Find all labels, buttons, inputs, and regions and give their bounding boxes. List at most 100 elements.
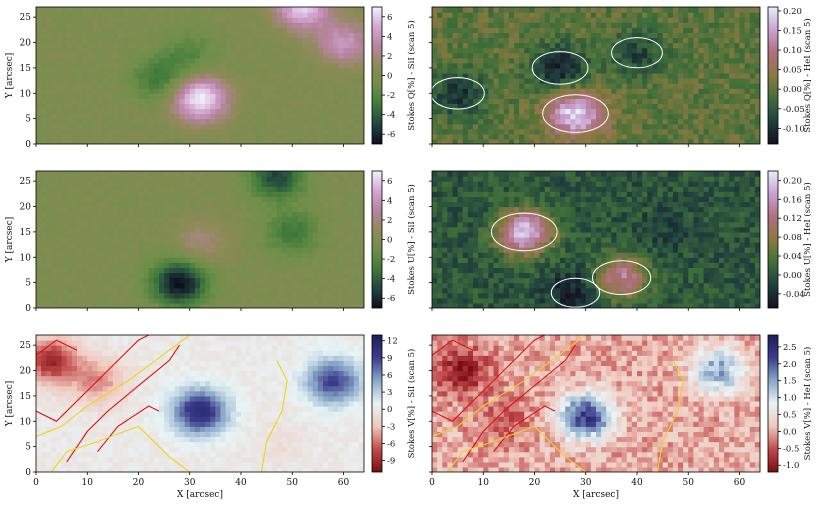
heat-cell [297,17,304,23]
heat-cell [688,133,694,140]
heat-cell [662,52,669,59]
heat-cell [189,297,196,304]
heat-cell [235,62,242,69]
heat-cell [112,103,119,110]
heat-cell [241,242,247,248]
heat-cell [194,257,201,263]
heat-cell [739,42,746,49]
heat-cell [256,98,263,104]
heat-cell [164,231,170,238]
heat-cell [616,32,623,39]
heat-cell [56,242,63,248]
heat-cell [333,103,339,110]
heat-cell [148,22,155,28]
heat-cell [46,277,52,284]
heat-cell [261,236,268,243]
heat-cell [276,201,283,208]
heat-cell [225,27,232,33]
heat-cell [276,191,283,197]
heat-cell [271,186,278,192]
heat-cell [164,282,170,289]
heat-cell [328,88,334,94]
heat-cell [626,78,633,84]
heat-cell [333,62,339,69]
heat-cell [560,37,566,44]
heat-cell [432,52,438,59]
heat-cell [662,37,669,44]
heat-cell [565,118,571,125]
heat-cell [626,83,633,89]
heat-cell [524,72,530,79]
heat-cell [575,133,582,140]
heat-cell [66,98,73,104]
heat-cell [77,62,83,69]
heat-cell [148,47,155,54]
heat-cell [271,277,278,284]
heat-cell [348,72,355,79]
heat-cell [282,226,288,233]
heat-cell [338,118,345,125]
heat-cell [271,88,278,94]
heat-cell [251,47,257,54]
heat-cell [473,83,479,89]
heat-cell [200,108,206,115]
heat-cell [61,236,68,243]
heat-cell [102,191,109,197]
heat-cell [102,247,109,253]
heat-cell [128,221,134,228]
heat-cell [616,108,623,115]
heat-cell [61,133,68,140]
heat-cell [498,113,505,120]
heat-cell [46,88,52,94]
heat-cell [307,27,314,33]
heat-cell [353,47,360,54]
heat-cell [683,62,689,69]
heat-cell [297,287,304,294]
heat-cell [580,7,587,13]
heat-cell [82,133,88,140]
heat-cell [215,186,222,192]
heat-cell [220,196,227,203]
heat-cell [307,252,314,258]
heat-cell [174,257,181,263]
heat-cell [473,78,479,84]
heat-cell [328,98,334,104]
heat-cell [107,262,114,268]
heat-cell [210,236,216,243]
heat-cell [61,206,68,213]
heat-cell [148,88,155,94]
heat-cell [437,42,443,49]
heat-cell [143,113,150,120]
heat-cell [36,257,42,263]
heat-cell [292,12,298,18]
heat-cell [41,88,47,94]
heat-cell [287,27,293,33]
heat-cell [133,287,140,294]
heat-cell [744,93,751,99]
heat-cell [97,72,104,79]
heat-cell [657,118,664,125]
heat-cell [514,27,520,33]
heat-cell [210,52,216,59]
heat-cell [271,108,278,115]
heat-cell [256,181,263,187]
heat-cell [580,67,587,74]
heat-cell [678,57,684,64]
heat-cell [611,88,618,94]
heat-cell [71,287,78,294]
heat-cell [41,231,47,238]
heat-cell [611,78,618,84]
heat-cell [241,171,247,177]
heat-cell [235,78,242,84]
heat-cell [169,103,175,110]
heat-cell [200,176,206,182]
heat-cell [235,191,242,197]
heat-cell [164,277,170,284]
heat-cell [647,88,653,94]
heat-cell [102,231,109,238]
heat-cell [241,67,247,74]
heat-cell [138,191,145,197]
heat-cell [169,292,175,299]
heat-cell [256,103,263,110]
heat-cell [46,83,52,89]
